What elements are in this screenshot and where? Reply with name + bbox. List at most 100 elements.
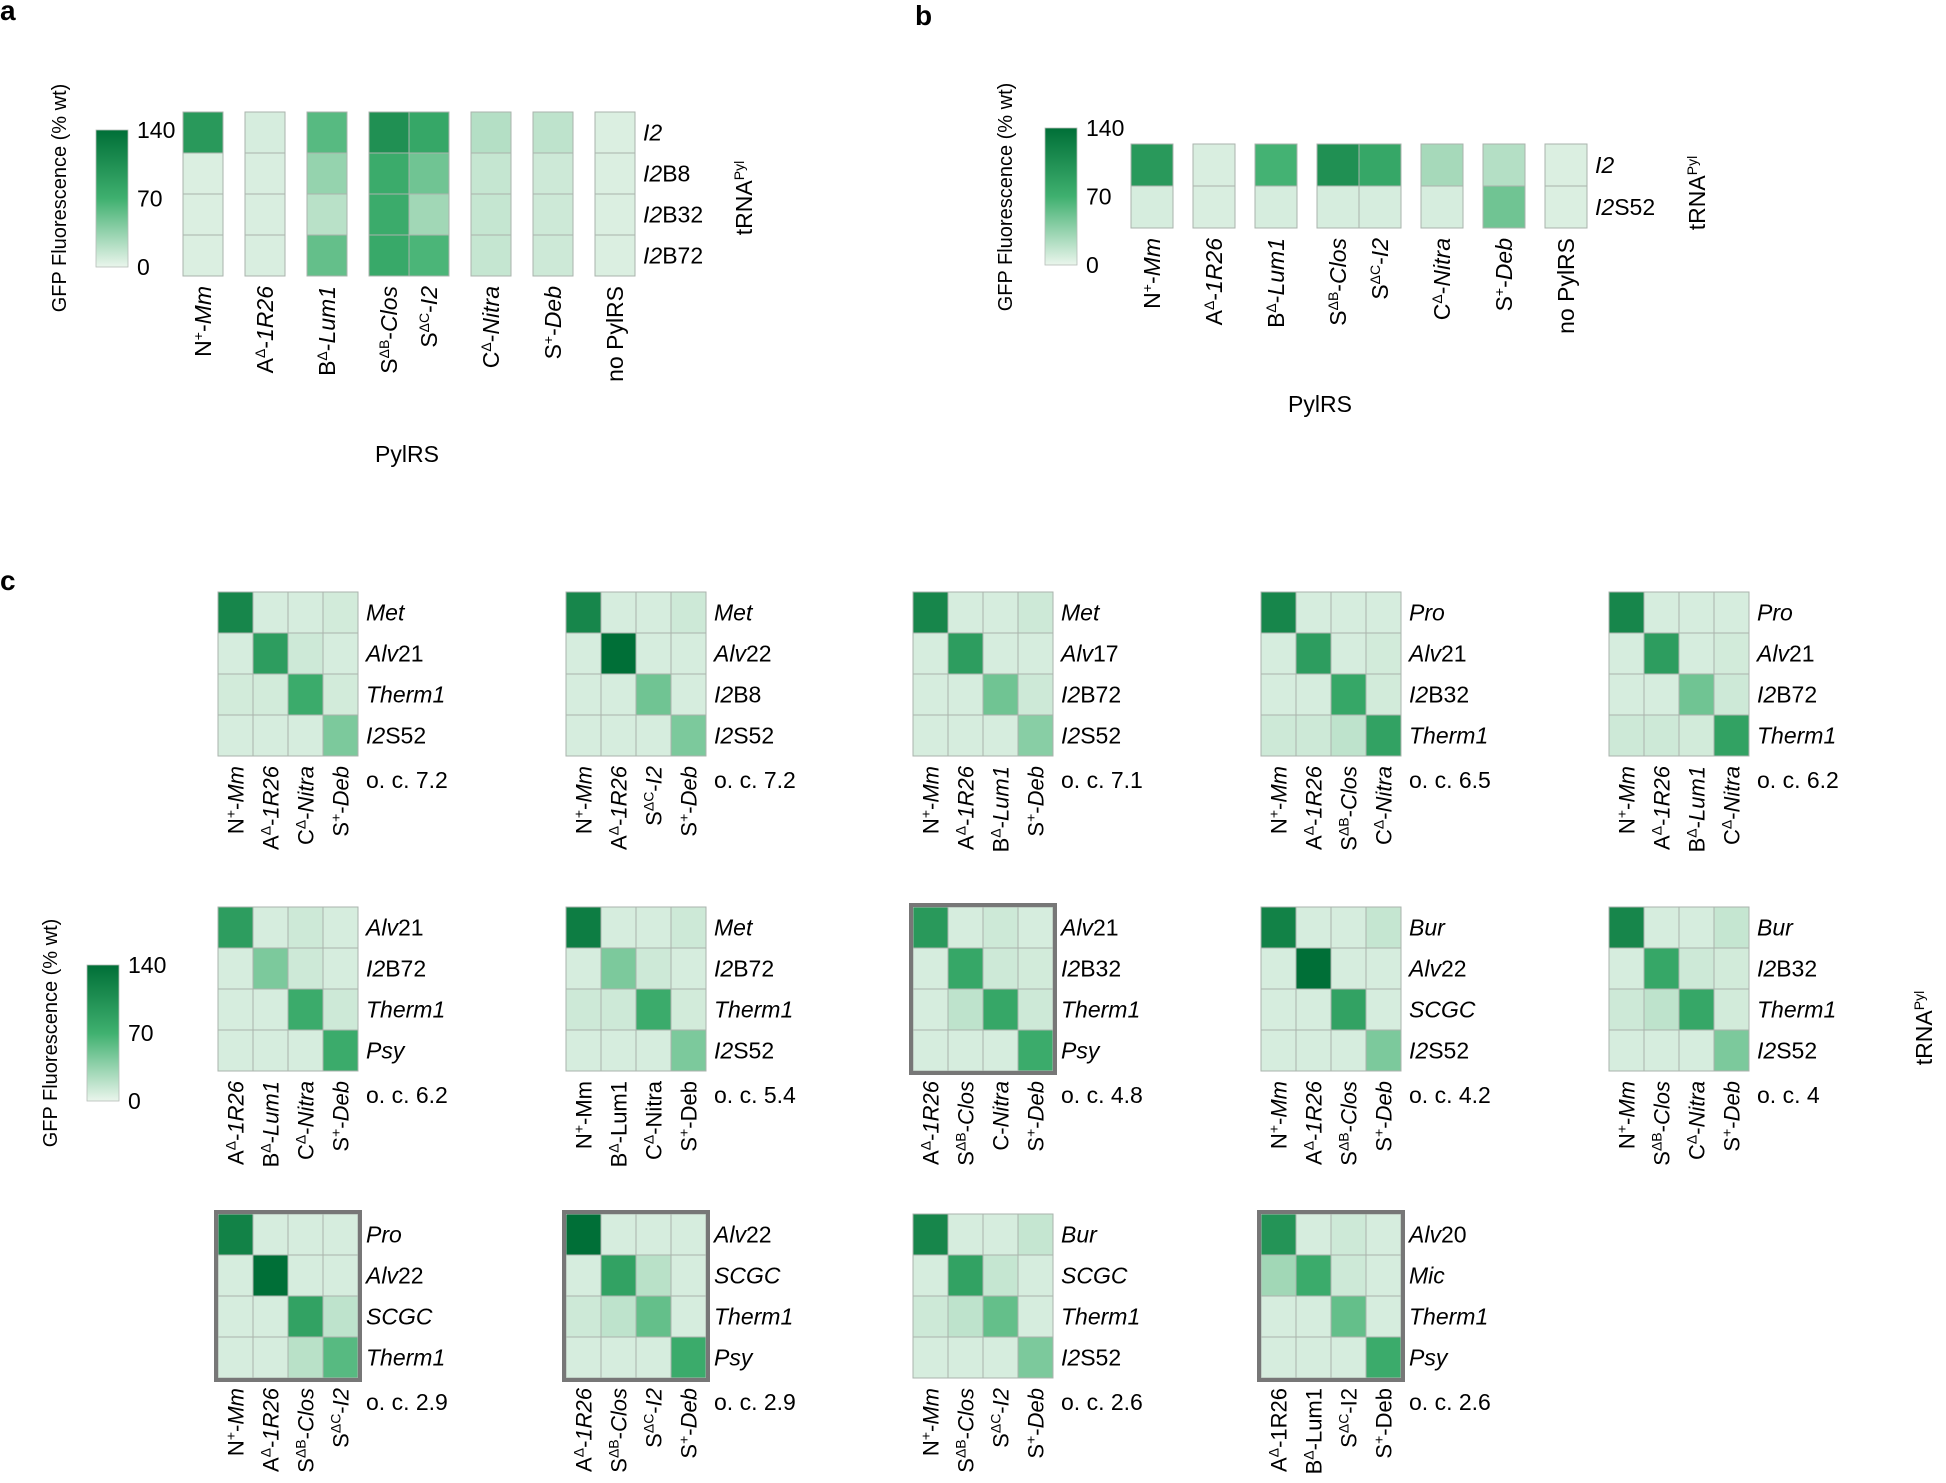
column-label-part: - <box>572 803 597 810</box>
row-label-part: Alv <box>712 1222 747 1248</box>
row-label: Therm1 <box>366 1345 445 1371</box>
row-label: I2S52 <box>1409 1038 1469 1064</box>
heatmap-cell <box>600 591 637 634</box>
column-label: SΔB-Clos <box>953 1388 979 1473</box>
heatmap-cell <box>1295 906 1332 949</box>
heatmap-cell <box>368 152 410 195</box>
column-label: CΔ-Nitra <box>293 1081 319 1160</box>
column-label-part: + <box>571 1125 587 1133</box>
row-label-part: I2 <box>1757 682 1776 708</box>
heatmap-cell <box>252 1336 289 1379</box>
column-label: S+-Deb <box>540 286 566 360</box>
column-label-part: 1R26 <box>1302 1080 1327 1133</box>
heatmap-cell <box>217 714 254 757</box>
row-label-part: B32 <box>662 202 703 228</box>
row-label-part: I2 <box>714 723 733 749</box>
row-label: Alv22 <box>364 1263 424 1289</box>
column-label-part: -1R26 <box>1267 1388 1292 1448</box>
heatmap-cell <box>670 988 707 1031</box>
column-label-part: Δ <box>1266 1448 1282 1457</box>
column-label-part: ΔC <box>1336 1414 1352 1433</box>
heatmap-cell <box>635 906 672 949</box>
row-label: I2S52 <box>1061 723 1121 749</box>
column-label-part: 1R26 <box>954 765 979 818</box>
column-label-part: - <box>1201 293 1227 301</box>
column-label-part: - <box>607 1432 632 1439</box>
heatmap-cell <box>594 152 636 195</box>
row-label-part: Met <box>1061 600 1101 626</box>
column-label-part: + <box>1719 1129 1735 1137</box>
row-label-part: Alv <box>1407 956 1442 982</box>
column-label: SΔB-Clos <box>293 1388 319 1473</box>
heatmap-cell <box>217 1254 254 1297</box>
column-label-part: Mm <box>1615 766 1640 803</box>
column-label-part: - <box>919 803 944 810</box>
heatmap-cell <box>912 1336 949 1379</box>
heatmap-cell <box>1365 906 1402 949</box>
column-label-part: Clos <box>1337 1081 1362 1125</box>
heatmap-cell <box>1017 673 1054 716</box>
trna-axis-label-sup: Pyl <box>731 161 747 180</box>
trna-axis-label: tRNAPyl <box>731 161 757 235</box>
column-label-part: Δ <box>258 1143 274 1152</box>
column-label-part: - <box>919 1134 944 1141</box>
column-label-part: Mm <box>1615 1081 1640 1118</box>
row-label-part: I2 <box>1061 723 1080 749</box>
column-label-part: S <box>1024 1137 1049 1152</box>
row-label-part: I2 <box>714 682 733 708</box>
column-label-part: - <box>1337 1125 1362 1132</box>
heatmap-cell <box>252 1254 289 1297</box>
column-label-part: Mm <box>1267 766 1292 803</box>
column-label-part: Clos <box>607 1388 632 1432</box>
column-label: BΔ-Lum1 <box>1301 1388 1327 1474</box>
heatmap-cell <box>1365 673 1402 716</box>
column-label: N+-Mm <box>1266 1081 1292 1149</box>
heatmap-cell <box>1608 714 1645 757</box>
column-label: BΔ-Lum1 <box>1684 766 1710 852</box>
heatmap-cell <box>982 1213 1019 1256</box>
colorbar-title: GFP Fluorescence (% wt) <box>995 83 1017 312</box>
row-label: I2B8 <box>714 682 761 708</box>
column-label-part: - <box>416 305 442 313</box>
heatmap-cell <box>600 714 637 757</box>
column-label-part: Deb <box>677 1388 702 1428</box>
colorbar-tick-label: 0 <box>1086 252 1099 278</box>
row-label: Pro <box>366 1222 402 1248</box>
row-label: I2B72 <box>714 956 774 982</box>
heatmap-cell <box>1260 1295 1297 1338</box>
column-label-part: - <box>989 821 1014 828</box>
heatmap-cell <box>1130 143 1174 187</box>
heatmap-cell <box>1643 632 1680 675</box>
row-label-part: Pro <box>1757 600 1793 626</box>
orthogonality-count: o. c. 2.9 <box>366 1389 448 1415</box>
heatmap-cell <box>1330 988 1367 1031</box>
heatmap-cell <box>635 1295 672 1338</box>
column-label-part: Lum1 <box>1263 238 1289 296</box>
column-label-part: Δ <box>641 1135 657 1144</box>
heatmap-cell <box>1365 1254 1402 1297</box>
row-label-part: 17 <box>1093 641 1119 667</box>
column-label: SΔC-I2 <box>1336 1388 1362 1448</box>
row-label-part: Therm1 <box>1409 1304 1488 1330</box>
heatmap-cell <box>1260 1213 1297 1256</box>
row-label-part: Met <box>714 915 754 941</box>
row-label-part: SCGC <box>366 1304 433 1330</box>
heatmap-cell <box>594 193 636 236</box>
column-label: N+-Mm <box>918 1388 944 1456</box>
heatmap-cell <box>982 906 1019 949</box>
column-label-part: + <box>1023 814 1039 822</box>
column-label: S+-Deb <box>328 766 354 837</box>
heatmap-cell <box>1713 632 1750 675</box>
orthogonality-count: o. c. 7.1 <box>1061 767 1143 793</box>
heatmap-cell <box>1017 1336 1054 1379</box>
heatmap-cell <box>982 1295 1019 1338</box>
column-label-part: - <box>259 819 284 826</box>
heatmap-cell <box>182 111 224 154</box>
row-label-part: I2 <box>366 723 385 749</box>
heatmap-cell <box>1544 185 1588 229</box>
column-label-part: + <box>223 810 239 818</box>
heatmap-cell <box>1017 1213 1054 1256</box>
highlight-box <box>1257 1210 1405 1382</box>
heatmap-cell <box>635 632 672 675</box>
x-axis-label: PylRS <box>1288 391 1352 417</box>
